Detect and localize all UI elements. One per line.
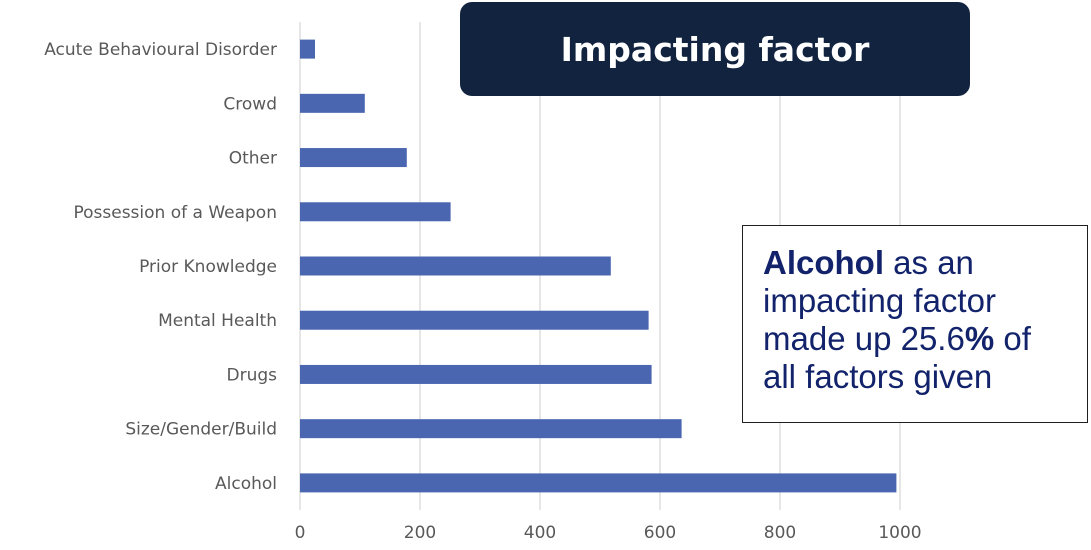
category-label: Possession of a Weapon [73, 203, 277, 223]
bar [300, 39, 315, 59]
category-labels: Acute Behavioural Disorder Crowd Other Poss… [44, 40, 277, 494]
bars [300, 39, 897, 493]
callout-line-3: made up 25.6% of [763, 320, 1087, 358]
chart-title: Impacting factor [560, 29, 870, 69]
bar [300, 202, 451, 222]
x-tick-label: 1000 [878, 523, 921, 543]
x-tick-label: 400 [524, 523, 556, 543]
x-tick-label: 200 [404, 523, 436, 543]
bar [300, 310, 649, 330]
chart-title-box: Impacting factor [460, 2, 970, 96]
category-label: Acute Behavioural Disorder [44, 40, 277, 60]
category-label: Mental Health [158, 311, 277, 331]
category-label: Drugs [226, 365, 277, 385]
category-label: Alcohol [215, 474, 277, 494]
bar [300, 93, 365, 113]
bar [300, 419, 682, 439]
x-tick-label: 800 [764, 523, 796, 543]
callout-line-4: all factors given [763, 358, 993, 395]
category-label: Other [229, 149, 277, 169]
callout-percent-sign: % [964, 320, 995, 357]
callout-line3-post: of [994, 320, 1031, 357]
bar [300, 148, 407, 168]
alcohol-callout: Alcohol as an impacting factor made up 2… [742, 225, 1088, 423]
bar [300, 256, 611, 276]
callout-line1-rest: as an [884, 244, 974, 281]
category-label: Crowd [223, 94, 277, 114]
bar [300, 473, 897, 493]
x-tick-label: 600 [644, 523, 676, 543]
category-label: Size/Gender/Build [125, 420, 277, 440]
callout-bold: Alcohol [763, 244, 884, 281]
callout-line-1: Alcohol as an [763, 244, 1087, 282]
category-label: Prior Knowledge [139, 257, 277, 277]
x-tick-label: 0 [295, 523, 306, 543]
bar [300, 364, 652, 384]
x-tick-labels: 0 200 400 600 800 1000 [295, 523, 922, 543]
callout-line-2: impacting factor [763, 282, 996, 319]
callout-line3-pre: made up 25.6 [763, 320, 965, 357]
